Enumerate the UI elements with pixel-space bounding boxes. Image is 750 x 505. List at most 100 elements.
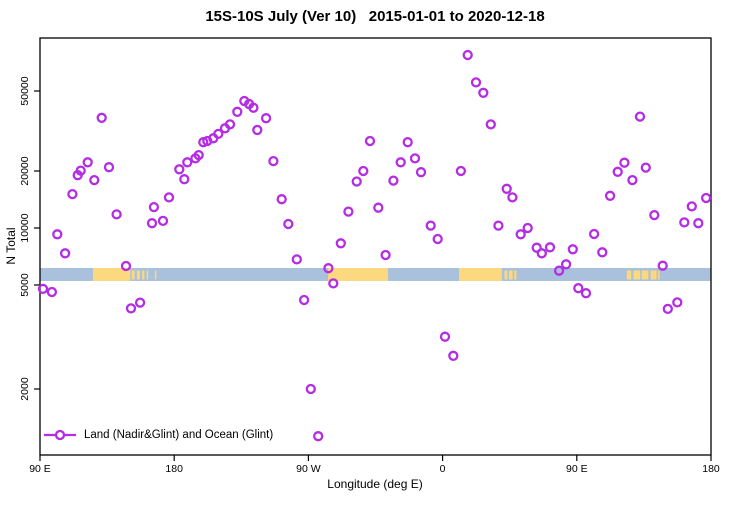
data-point <box>163 192 175 203</box>
data-point <box>260 113 272 124</box>
data-point <box>478 87 489 98</box>
data-point <box>343 206 354 217</box>
data-point <box>323 263 334 274</box>
data-point <box>283 218 294 230</box>
data-point <box>52 229 63 240</box>
data-point <box>224 119 236 130</box>
data-point <box>111 209 122 220</box>
data-point <box>328 278 339 289</box>
data-point <box>536 248 547 259</box>
data-point <box>179 174 190 185</box>
data-point <box>507 192 518 203</box>
data-point <box>700 192 712 204</box>
data-point <box>380 249 391 261</box>
data-point <box>37 283 49 295</box>
data-point <box>604 190 616 201</box>
data-point <box>462 49 473 61</box>
data-point <box>388 175 399 186</box>
data-point <box>252 124 263 136</box>
data-point <box>72 170 83 181</box>
data-point <box>640 162 651 173</box>
data-point <box>612 166 623 177</box>
data-point <box>373 202 384 213</box>
data-point <box>679 217 690 228</box>
data-point <box>313 431 324 442</box>
y-axis-title: N Total <box>4 227 18 265</box>
data-point <box>425 220 436 231</box>
map-band-land-segment <box>146 270 149 280</box>
data-point <box>573 283 584 294</box>
data-point <box>597 247 608 258</box>
data-point <box>364 135 376 147</box>
data-point <box>120 260 132 272</box>
data-point <box>657 260 668 271</box>
legend-label: Land (Nadir&Glint) and Ocean (Glint) <box>84 429 274 441</box>
map-band-land-segment <box>136 270 140 280</box>
y-tick-label: 2000 <box>19 377 31 401</box>
map-band-land-segment <box>504 270 508 280</box>
map-band-land-segment <box>658 270 660 280</box>
data-point <box>335 238 346 249</box>
map-band-land-segment <box>650 270 657 280</box>
data-point <box>686 201 697 212</box>
data-point <box>560 259 572 270</box>
x-tick-label: 90 E <box>29 463 51 475</box>
data-point <box>553 265 565 276</box>
data-point <box>531 242 542 253</box>
data-point <box>46 286 58 298</box>
data-point <box>148 201 160 213</box>
map-band-land-segment <box>641 270 649 280</box>
data-point <box>402 137 413 148</box>
map-band-land-segment <box>328 267 389 281</box>
y-tick-label: 50000 <box>19 76 31 105</box>
data-point <box>89 174 100 186</box>
y-tick-label: 20000 <box>19 156 31 185</box>
map-band-land-segment <box>514 270 517 280</box>
data-point <box>409 153 421 164</box>
data-point <box>493 220 504 231</box>
data-point <box>455 165 467 177</box>
data-point <box>501 183 512 194</box>
x-axis-title: Longitude (deg E) <box>327 477 423 491</box>
data-point <box>67 188 78 200</box>
map-band-land-segment <box>626 270 632 280</box>
data-point <box>358 165 369 177</box>
data-point <box>567 244 578 255</box>
data-point <box>649 209 660 221</box>
data-point <box>448 350 459 361</box>
data-point <box>432 233 443 245</box>
data-point <box>193 149 204 161</box>
data-point <box>248 102 259 113</box>
data-point <box>174 164 185 175</box>
data-point <box>298 294 310 306</box>
chart-title: 15S-10S July (Ver 10) 2015-01-01 to 2020… <box>205 8 545 25</box>
y-tick-label: 5000 <box>19 273 31 297</box>
plot-border <box>39 37 712 456</box>
data-point <box>693 218 704 229</box>
data-point <box>276 194 287 205</box>
map-band-land-segment <box>459 267 502 281</box>
map-band-land-segment <box>633 270 641 280</box>
x-tick-label: 90 E <box>566 463 588 475</box>
data-point <box>470 77 482 88</box>
data-point <box>522 222 533 234</box>
data-point <box>515 229 526 240</box>
data-point <box>634 111 646 122</box>
data-point <box>580 288 592 299</box>
y-tick-label: 10000 <box>19 213 31 242</box>
data-point <box>103 162 115 173</box>
data-point <box>59 248 71 259</box>
data-point <box>291 254 302 265</box>
x-tick-label: 0 <box>440 463 446 475</box>
data-point <box>395 157 406 168</box>
map-band-land-segment <box>92 267 131 281</box>
data-point <box>305 383 316 395</box>
x-tick-label: 180 <box>165 463 183 475</box>
data-point <box>672 297 683 308</box>
data-point <box>627 174 638 186</box>
data-point <box>662 303 673 315</box>
data-point <box>268 155 279 167</box>
x-tick-label: 90 W <box>296 463 321 475</box>
data-point <box>232 106 243 117</box>
